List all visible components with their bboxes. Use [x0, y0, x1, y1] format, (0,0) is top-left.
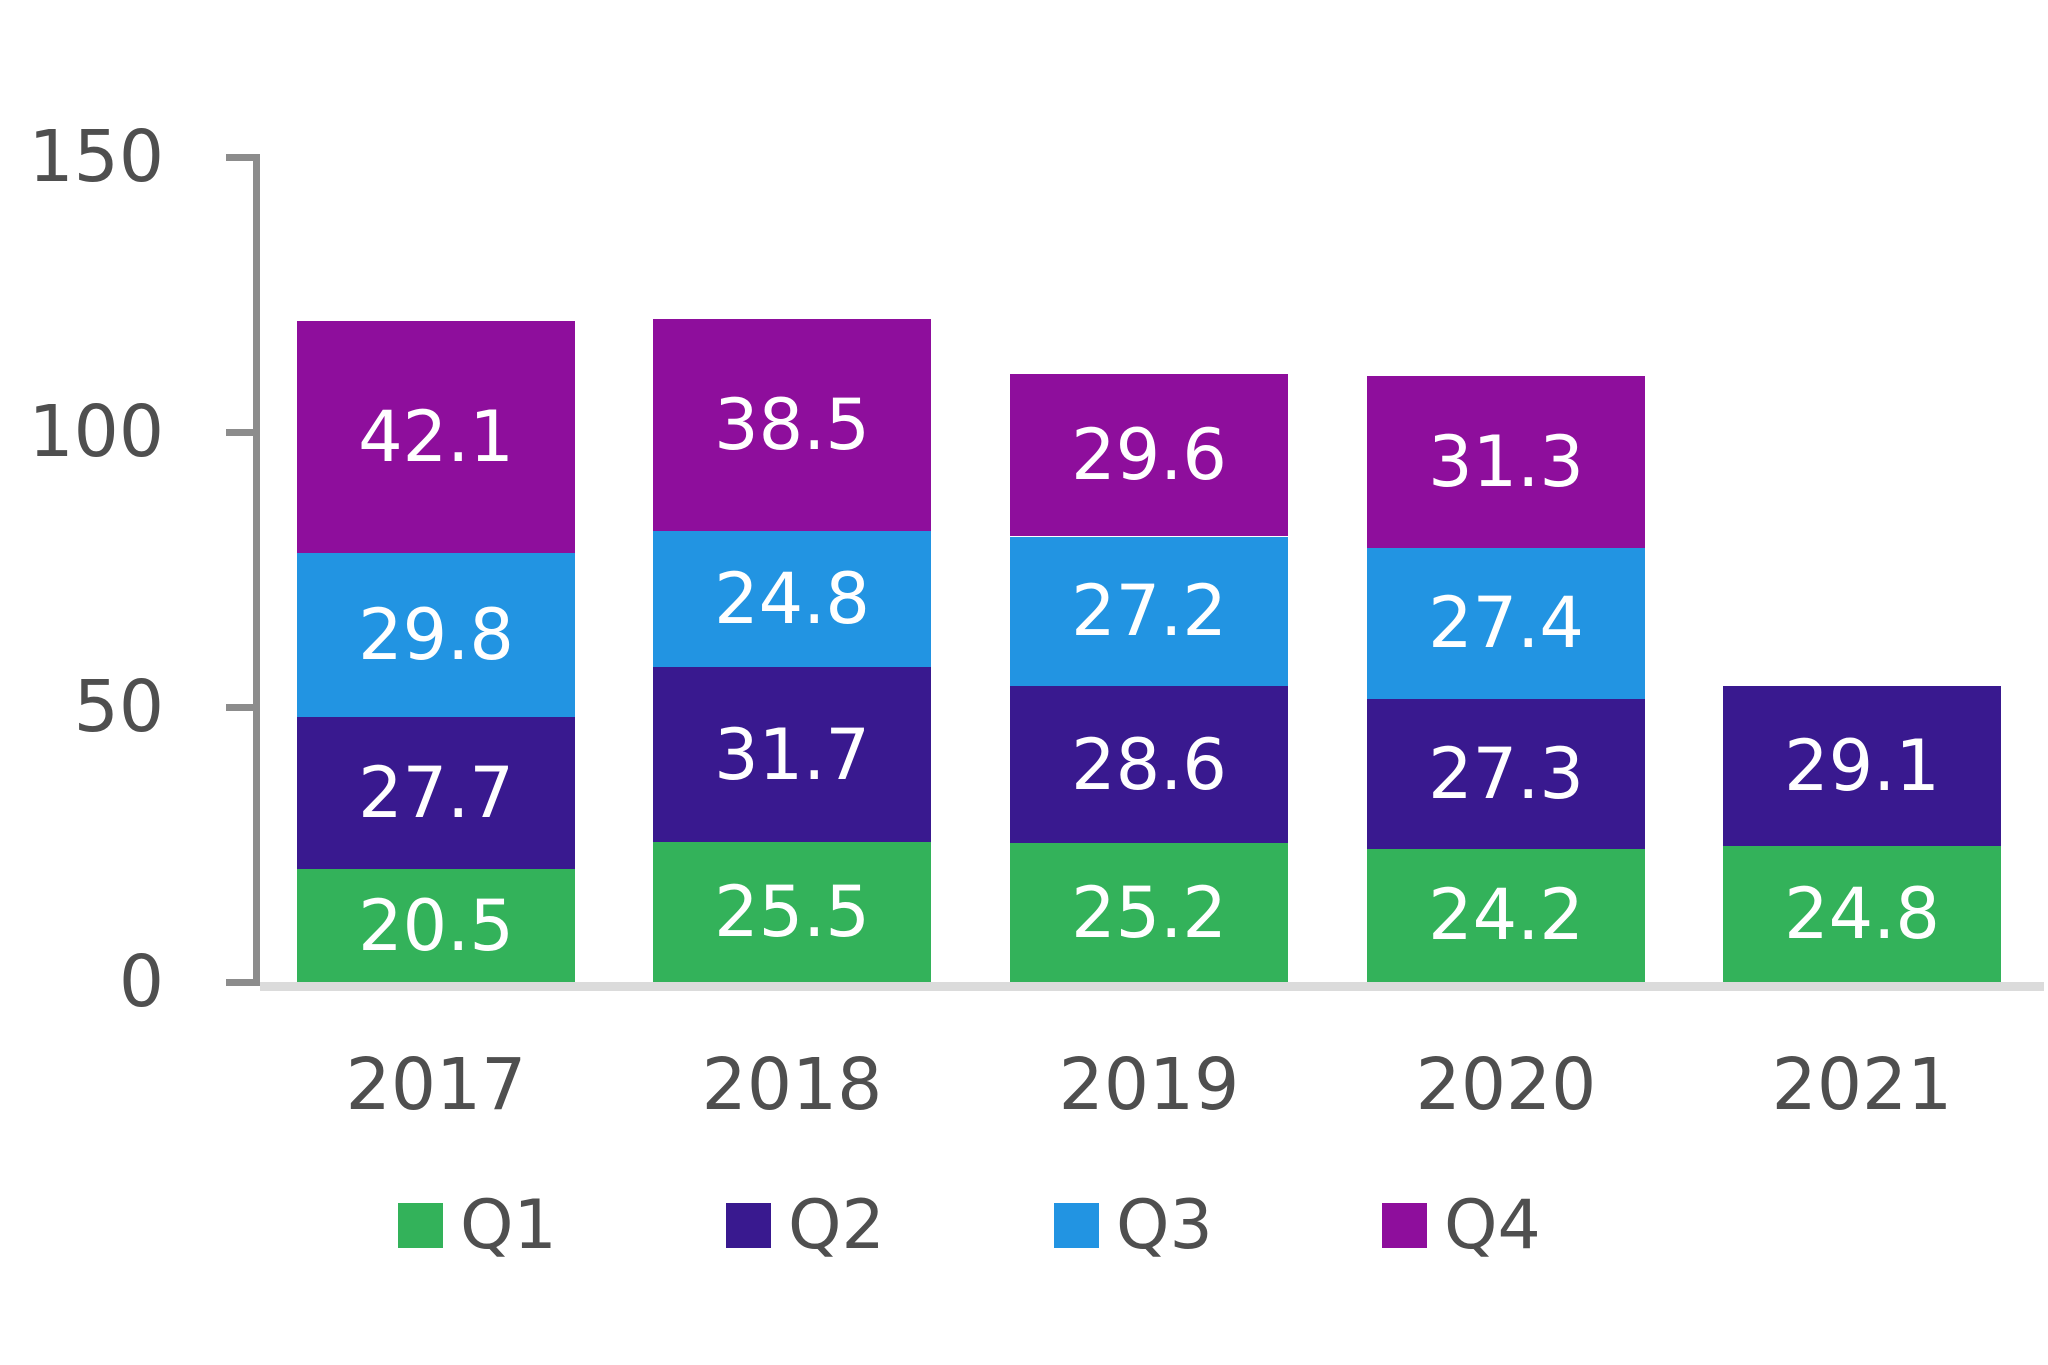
bar-value-label: 24.2: [1428, 874, 1584, 957]
y-axis-tick: [226, 429, 254, 436]
bar-segment-q1-2020: 24.2: [1367, 848, 1645, 982]
legend-item-q1: Q1: [398, 1182, 557, 1268]
legend-item-q4: Q4: [1382, 1182, 1541, 1268]
x-axis-baseline: [260, 982, 2044, 991]
legend-label-q1: Q1: [460, 1185, 557, 1265]
x-axis-label-2021: 2021: [1771, 1043, 1953, 1126]
bar-segment-q2-2020: 27.3: [1367, 698, 1645, 849]
bar-value-label: 29.6: [1071, 414, 1227, 497]
bar-value-label: 28.6: [1071, 723, 1227, 806]
legend-label-q4: Q4: [1444, 1185, 1541, 1265]
bar-value-label: 25.2: [1071, 871, 1227, 954]
x-axis-label-2020: 2020: [1415, 1043, 1597, 1126]
bar-value-label: 29.8: [358, 593, 514, 676]
bar-value-label: 42.1: [358, 396, 514, 479]
bar-segment-q2-2019: 28.6: [1010, 686, 1288, 844]
y-axis-tick: [226, 979, 254, 986]
bar-value-label: 27.7: [358, 752, 514, 835]
legend-item-q3: Q3: [1054, 1182, 1213, 1268]
bar-value-label: 24.8: [1784, 872, 1940, 955]
bar-segment-q1-2017: 20.5: [297, 869, 575, 982]
bar-segment-q4-2018: 38.5: [653, 319, 931, 531]
x-axis-label-2019: 2019: [1058, 1043, 1240, 1126]
bar-segment-q2-2018: 31.7: [653, 667, 931, 842]
x-axis-label-2017: 2017: [345, 1043, 527, 1126]
bar-segment-q2-2017: 27.7: [297, 716, 575, 870]
bar-segment-q3-2018: 24.8: [653, 531, 931, 668]
bar-segment-q2-2021: 29.1: [1723, 685, 2001, 846]
legend-label-q3: Q3: [1116, 1185, 1213, 1265]
bar-segment-q3-2020: 27.4: [1367, 548, 1645, 699]
bar-segment-q1-2019: 25.2: [1010, 843, 1288, 982]
bar-segment-q3-2019: 27.2: [1010, 536, 1288, 687]
legend-swatch-q3: [1054, 1202, 1099, 1248]
legend: Q1 Q2 Q3 Q4: [0, 1182, 2048, 1268]
bar-segment-q3-2017: 29.8: [297, 553, 575, 717]
y-axis-tick-label: 100: [28, 390, 164, 473]
y-axis-tick: [226, 704, 254, 711]
bar-segment-q4-2019: 29.6: [1010, 373, 1288, 537]
y-axis-tick: [226, 154, 254, 161]
y-axis-line: [253, 154, 260, 986]
bar-value-label: 27.3: [1428, 732, 1584, 815]
bar-value-label: 31.7: [714, 713, 870, 796]
bar-value-label: 27.4: [1428, 582, 1584, 665]
legend-swatch-q1: [398, 1202, 443, 1248]
legend-swatch-q2: [726, 1202, 771, 1248]
y-axis-tick-label: 150: [28, 115, 164, 198]
bar-segment-q1-2021: 24.8: [1723, 845, 2001, 982]
y-axis-tick-label: 50: [73, 665, 164, 748]
bar-segment-q4-2020: 31.3: [1367, 375, 1645, 549]
bar-segment-q1-2018: 25.5: [653, 841, 931, 982]
legend-label-q2: Q2: [788, 1185, 885, 1265]
bar-segment-q4-2017: 42.1: [297, 321, 575, 553]
bar-value-label: 25.5: [714, 870, 870, 953]
bar-value-label: 27.2: [1071, 570, 1227, 653]
bar-value-label: 31.3: [1428, 420, 1584, 503]
bar-value-label: 20.5: [358, 884, 514, 967]
bar-value-label: 38.5: [714, 384, 870, 467]
legend-swatch-q4: [1382, 1202, 1427, 1248]
bar-value-label: 24.8: [714, 558, 870, 641]
x-axis-label-2018: 2018: [701, 1043, 883, 1126]
bar-value-label: 29.1: [1784, 724, 1940, 807]
y-axis-tick-label: 0: [118, 940, 164, 1023]
legend-item-q2: Q2: [726, 1182, 885, 1268]
